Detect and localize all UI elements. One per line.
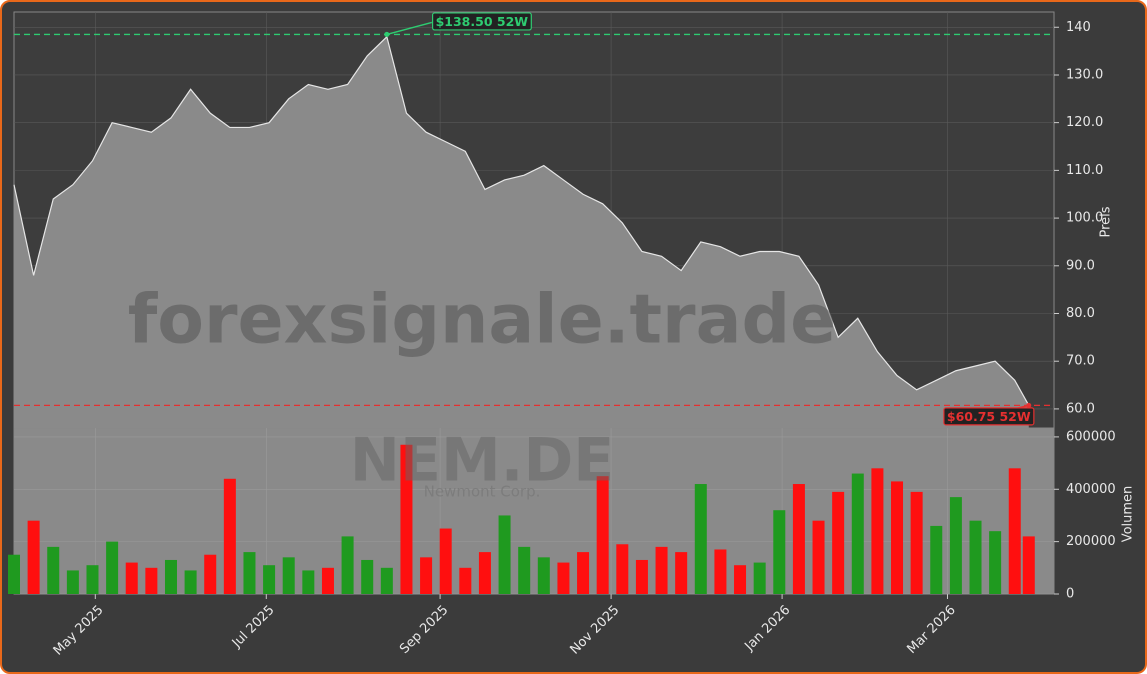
volume-bar [478,552,491,594]
volume-bar [361,559,374,594]
volume-bar [969,520,982,594]
volume-bar [184,570,197,594]
price-area [14,36,1029,428]
annotation-box [431,12,532,31]
volume-bar [518,546,531,594]
volume-bar [930,525,943,594]
volume-bar [400,444,413,594]
volume-tick-label: 600000 [1066,429,1116,444]
volume-bar [1022,536,1035,594]
volume-bar [125,562,138,594]
y-tick-label: 120.0 [1066,115,1103,130]
volume-bar [1008,468,1021,594]
volume-bar [655,546,668,594]
volume-bar [164,559,177,594]
volume-tick-label: 400000 [1066,482,1116,497]
volume-bar [871,468,884,594]
volume-bar [106,541,119,594]
volume-bar [439,528,452,594]
y-tick-label: 80.0 [1066,306,1095,321]
x-tick-label: Sep 2025 [397,603,451,657]
volume-bar [47,546,60,594]
y-tick-label: 130.0 [1066,67,1103,82]
volume-bar [302,570,315,594]
volume-bar [66,570,79,594]
volume-bar [812,520,825,594]
y-tick-label: 100.0 [1066,211,1103,226]
y-tick-label: 140 [1066,20,1091,35]
volume-bar [86,565,99,594]
volume-bar [537,557,550,594]
x-tick-label: May 2025 [51,603,107,659]
volume-bar [27,520,40,594]
volume-bar [675,552,688,594]
volume-bar [341,536,354,594]
volume-bar [714,549,727,594]
volume-tick-label: 200000 [1066,534,1116,549]
volume-bar [321,567,334,594]
volume-bar [773,510,786,594]
volume-bar [459,567,472,594]
volume-bar [832,491,845,594]
volume-bar [616,544,629,594]
volume-bar [851,473,864,594]
x-tick-label: Jul 2025 [229,603,278,652]
volume-bar [498,515,511,594]
volume-bar [420,557,433,594]
company-watermark: Newmont Corp. [424,483,541,501]
annotation-point [1026,402,1032,408]
volume-tick-label: 0 [1066,587,1074,602]
volume-axis-label: Volumen [1121,486,1136,543]
y-axis-label: Preis [1099,206,1114,237]
annotation-point [384,31,390,37]
volume-bar [891,481,904,594]
volume-bar [8,554,20,594]
volume-bar [263,565,276,594]
volume-bar [145,567,158,594]
symbol-watermark: NEM.DE [350,426,615,496]
volume-bar [557,562,570,594]
volume-bar [596,476,609,594]
volume-bar [949,497,962,594]
annotation-box [943,407,1035,426]
volume-bar [753,562,766,594]
x-tick-label: Nov 2025 [568,603,623,658]
volume-bar [282,557,295,594]
volume-bar [635,559,648,594]
volume-bar [792,484,805,594]
y-tick-label: 110.0 [1066,163,1103,178]
annotation-label: $138.50 52W [436,14,529,29]
volume-bar [910,491,923,594]
volume-bar [223,478,236,594]
volume-bar [204,554,217,594]
x-tick-label: Jan 2026 [742,603,794,655]
y-tick-label: 60.0 [1066,401,1095,416]
x-tick-label: Mar 2026 [905,603,959,657]
volume-bar [989,531,1002,594]
volume-bar [694,484,707,594]
marks [8,21,1054,594]
price-line [13,35,1030,406]
y-tick-label: 70.0 [1066,354,1095,369]
watermark: forexsignale.trade [128,281,837,360]
annotation-label: $60.75 52W [947,409,1031,424]
volume-bar [380,567,393,594]
annotation-arrow [386,21,433,36]
volume-bar [243,552,256,594]
volume-bar [577,552,590,594]
volume-bar [734,565,747,594]
y-tick-label: 90.0 [1066,258,1095,273]
